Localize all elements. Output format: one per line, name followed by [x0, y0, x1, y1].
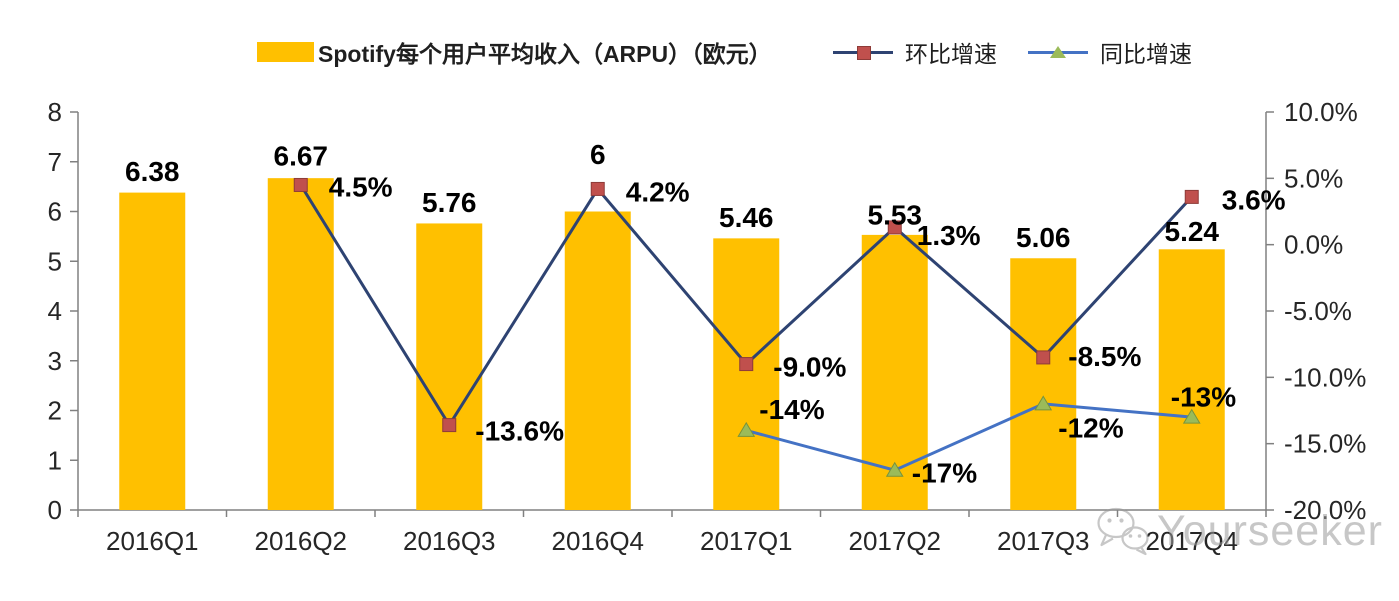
bar [119, 192, 186, 510]
yoy-marker [1034, 395, 1053, 411]
bar [564, 211, 631, 510]
legend-label-arpu: Spotify每个用户平均收入（ARPU）（欧元） [318, 41, 772, 67]
bar-value-label: 5.46 [719, 202, 774, 233]
right-axis-tick-label: 0.0% [1284, 230, 1343, 260]
data-labels: 6.38 6.67 5.76 6 5.46 5.53 5.06 5.24 4.5% -13.6% 4… [125, 139, 1286, 489]
qoq-marker [887, 220, 902, 235]
line-value-label: -13% [1171, 382, 1236, 413]
line-value-label: 4.5% [329, 171, 393, 202]
legend-item-qoq: 环比增速 [833, 39, 997, 67]
line-value-label: 4.2% [626, 176, 690, 207]
qoq-marker [1184, 189, 1199, 204]
qoq-marker [590, 181, 605, 196]
bar [1158, 249, 1225, 510]
x-axis-category-label: 2016Q3 [403, 526, 496, 556]
legend-item-yoy: 同比增速 [1028, 39, 1192, 67]
line-value-label: -14% [759, 394, 824, 425]
bar [267, 178, 334, 511]
line-triangle-swatch-icon [1028, 44, 1088, 60]
yoy-marker [737, 421, 756, 437]
x-axis-category-label: 2017Q3 [997, 526, 1090, 556]
left-axis-tick-label: 7 [48, 147, 62, 177]
right-axis-tick-label: -5.0% [1284, 296, 1352, 326]
bar-value-label: 6 [590, 139, 606, 170]
left-axis-tick-label: 6 [48, 197, 62, 227]
x-axis-category-label: 2017Q4 [1145, 526, 1238, 556]
axes [70, 111, 1274, 517]
line-value-label: -9.0% [773, 352, 846, 383]
bar-value-label: 5.06 [1016, 222, 1071, 253]
left-axis-tick-label: 8 [48, 97, 62, 127]
line-value-label: -12% [1058, 412, 1123, 443]
line-value-label: -8.5% [1068, 341, 1141, 372]
arpu-bars [119, 178, 1225, 511]
yoy-marker [1182, 408, 1201, 424]
line-path [745, 402, 1192, 472]
legend-label-yoy: 同比增速 [1100, 41, 1192, 67]
line-value-label: -17% [912, 458, 977, 489]
right-axis-tick-label: 10.0% [1284, 97, 1358, 127]
bar-value-label: 5.24 [1165, 216, 1220, 247]
left-axis-tick-label: 4 [48, 296, 62, 326]
left-axis-tick-label: 0 [48, 495, 62, 525]
square-marker-icon [857, 46, 871, 60]
triangle-marker-icon [1050, 46, 1066, 58]
left-axis-tick-label: 3 [48, 346, 62, 376]
bar [713, 238, 780, 511]
bar-swatch-icon [257, 42, 314, 62]
yoy-line-series [737, 395, 1201, 477]
qoq-marker [739, 357, 754, 372]
right-axis-tick-label: -15.0% [1284, 429, 1366, 459]
yoy-marker [885, 461, 904, 477]
right-axis-tick-label: -10.0% [1284, 362, 1366, 392]
line-square-swatch-icon [833, 44, 893, 60]
line-value-label: 3.6% [1222, 184, 1286, 215]
right-axis-tick-label: -20.0% [1284, 495, 1366, 525]
bar-value-label: 6.67 [274, 141, 329, 172]
bar-value-label: 5.76 [422, 187, 477, 218]
legend-label-qoq: 环比增速 [905, 41, 997, 67]
right-axis-tick-label: 5.0% [1284, 163, 1343, 193]
left-axis-tick-label: 1 [48, 445, 62, 475]
left-axis-tick-label: 2 [48, 396, 62, 426]
bar [1010, 258, 1077, 510]
qoq-marker [293, 177, 308, 192]
bar [416, 223, 483, 510]
bar-value-label: 5.53 [868, 199, 923, 230]
line-value-label: -13.6% [475, 416, 564, 447]
left-axis-tick-label: 5 [48, 246, 62, 276]
legend-item-arpu: Spotify每个用户平均收入（ARPU）（欧元） [257, 39, 772, 67]
x-axis-category-label: 2016Q1 [106, 526, 199, 556]
x-axis-category-label: 2016Q2 [254, 526, 347, 556]
x-axis-category-label: 2017Q2 [848, 526, 941, 556]
qoq-marker [442, 418, 457, 433]
x-axis-category-label: 2017Q1 [700, 526, 793, 556]
line-value-label: 1.3% [917, 220, 981, 251]
qoq-line-series [293, 177, 1199, 433]
x-axis-category-label: 2016Q4 [551, 526, 644, 556]
qoq-marker [1036, 350, 1051, 365]
bar-value-label: 6.38 [125, 156, 180, 187]
